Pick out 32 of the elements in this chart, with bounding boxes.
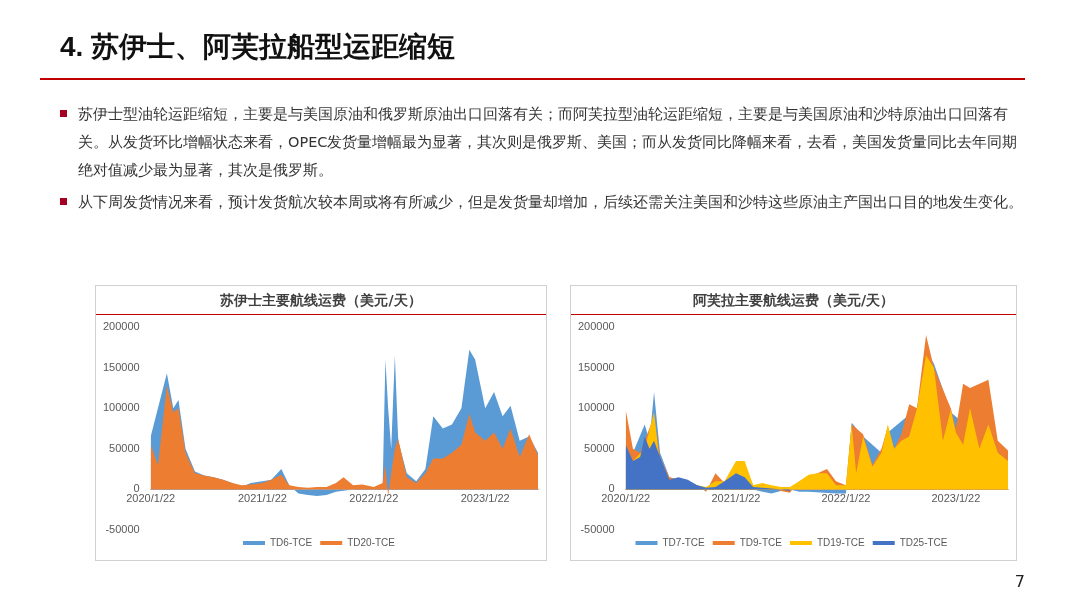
legend-label: TD25-TCE: [899, 536, 948, 548]
x-tick-label: 2020/1/22: [601, 492, 651, 505]
chart-title: 阿芙拉主要航线运费（美元/天）: [571, 286, 1016, 315]
legend-label: TD20-TCE: [347, 536, 396, 548]
y-tick-label: 200000: [577, 320, 615, 333]
y-tick-label: 50000: [584, 441, 615, 454]
text: 7: [1014, 572, 1025, 591]
legend-label: TD6-TCE: [270, 536, 313, 548]
y-tick-label: 0: [608, 482, 615, 495]
x-tick-label: 2023/1/22: [460, 492, 510, 505]
text: 从下周发货情况来看，预计发货航次较本周或将有所减少，但是发货量却增加，后续还需关注美国和沙特这些原油主产国出口目的地发生变化。: [78, 194, 1023, 210]
y-tick-label: 150000: [102, 360, 140, 373]
y-tick-label: 50000: [109, 441, 140, 454]
y-tick-label: 200000: [102, 320, 140, 333]
y-tick-label: 100000: [577, 401, 615, 414]
text: 苏伊士型油轮运距缩短，主要是与美国原油和俄罗斯原油出口回落有关；而阿芙拉型油轮运距缩短，主要是与美国原油和沙特原油出口回落有关。从发货环比增幅状态来看，OPEC发货量增幅最为显著，其次则是俄罗斯、美国；而从发货同比降幅来看，去看，美国发货量同比去年同期绝对值减少最为显著，其次是俄罗斯。: [78, 106, 1018, 178]
x-tick-label: 2022/1/22: [821, 492, 871, 505]
x-tick-label: 2023/1/22: [931, 492, 981, 505]
legend-label: TD19-TCE: [816, 536, 866, 548]
x-tick-label: 2022/1/22: [349, 492, 399, 505]
x-tick-label: 2021/1/22: [237, 492, 287, 505]
y-tick-label: -50000: [580, 523, 615, 536]
chart-title: 苏伊士主要航线运费（美元/天）: [96, 286, 546, 315]
y-tick-label: 100000: [102, 401, 140, 414]
y-tick-label: 0: [133, 482, 140, 495]
text: 4. 苏伊士、阿芙拉船型运距缩短: [60, 30, 456, 64]
y-tick-label: -50000: [105, 523, 140, 536]
legend-label: TD7-TCE: [662, 536, 706, 548]
y-tick-label: 150000: [577, 360, 615, 373]
legend-label: TD9-TCE: [739, 536, 783, 548]
x-tick-label: 2021/1/22: [711, 492, 761, 505]
x-tick-label: 2020/1/22: [126, 492, 176, 505]
